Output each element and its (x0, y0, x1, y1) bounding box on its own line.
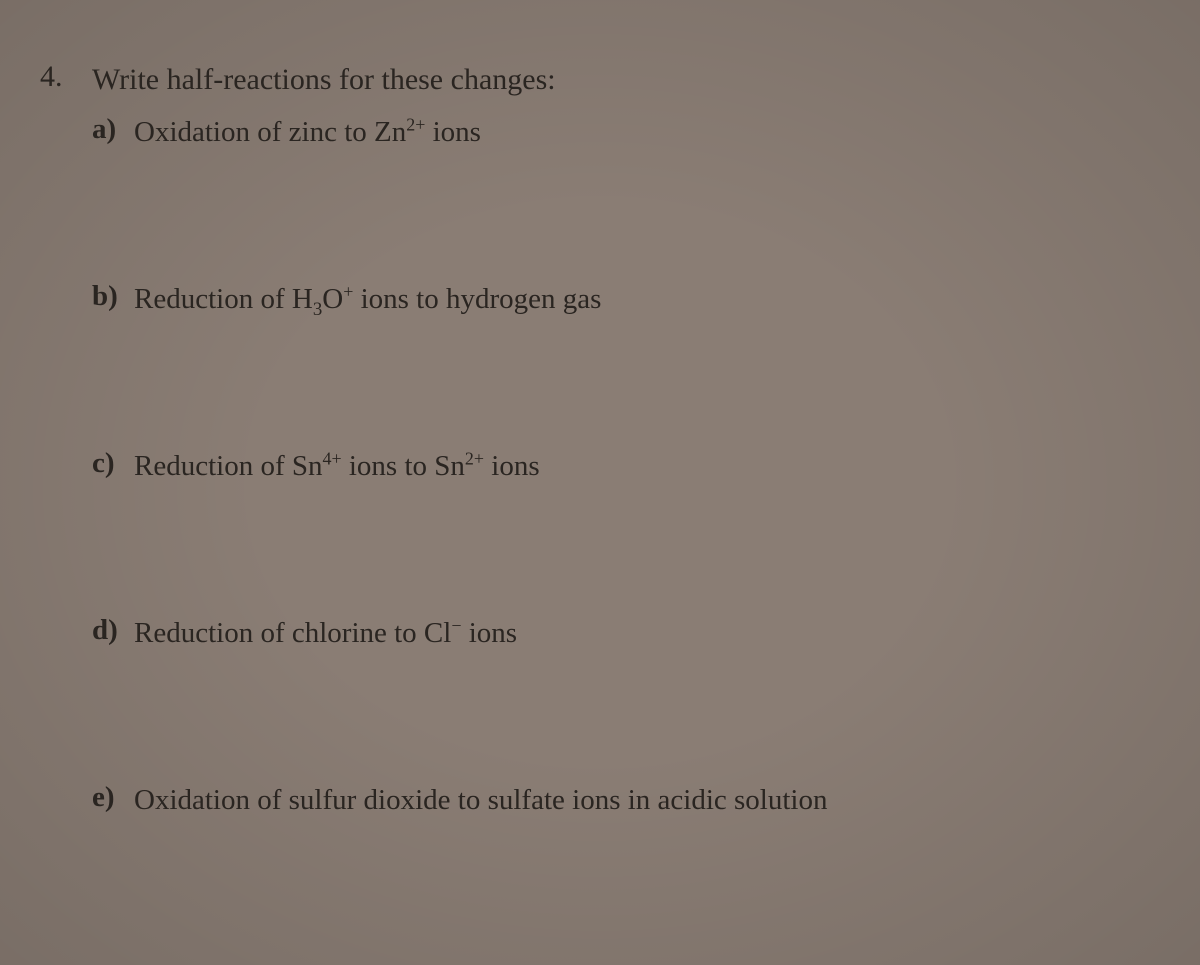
sub-label: b) (92, 280, 118, 313)
sub-question-d: d) Reduction of chlorine to Cl− ions (92, 614, 1170, 653)
sub-text: Oxidation of sulfur dioxide to sulfate i… (134, 781, 1170, 820)
sub-question-list: a) Oxidation of zinc to Zn2+ ions b) Red… (92, 113, 1170, 821)
sub-question-b: b) Reduction of H3O+ ions to hydrogen ga… (92, 280, 1170, 319)
sub-text: Oxidation of zinc to Zn2+ ions (134, 113, 1170, 152)
sub-question-e: e) Oxidation of sulfur dioxide to sulfat… (92, 781, 1170, 820)
sub-label: a) (92, 113, 116, 146)
sub-text: Reduction of H3O+ ions to hydrogen gas (134, 280, 1170, 319)
sub-label: d) (92, 614, 118, 647)
sub-label: e) (92, 781, 115, 814)
sub-label: c) (92, 447, 115, 480)
question-number: 4. (40, 60, 63, 94)
question-block: 4. Write half-reactions for these change… (30, 60, 1170, 820)
sub-text: Reduction of chlorine to Cl− ions (134, 614, 1170, 653)
question-prompt: Write half-reactions for these changes: (92, 60, 1170, 101)
sub-question-a: a) Oxidation of zinc to Zn2+ ions (92, 113, 1170, 152)
sub-question-c: c) Reduction of Sn4+ ions to Sn2+ ions (92, 447, 1170, 486)
sub-text: Reduction of Sn4+ ions to Sn2+ ions (134, 447, 1170, 486)
